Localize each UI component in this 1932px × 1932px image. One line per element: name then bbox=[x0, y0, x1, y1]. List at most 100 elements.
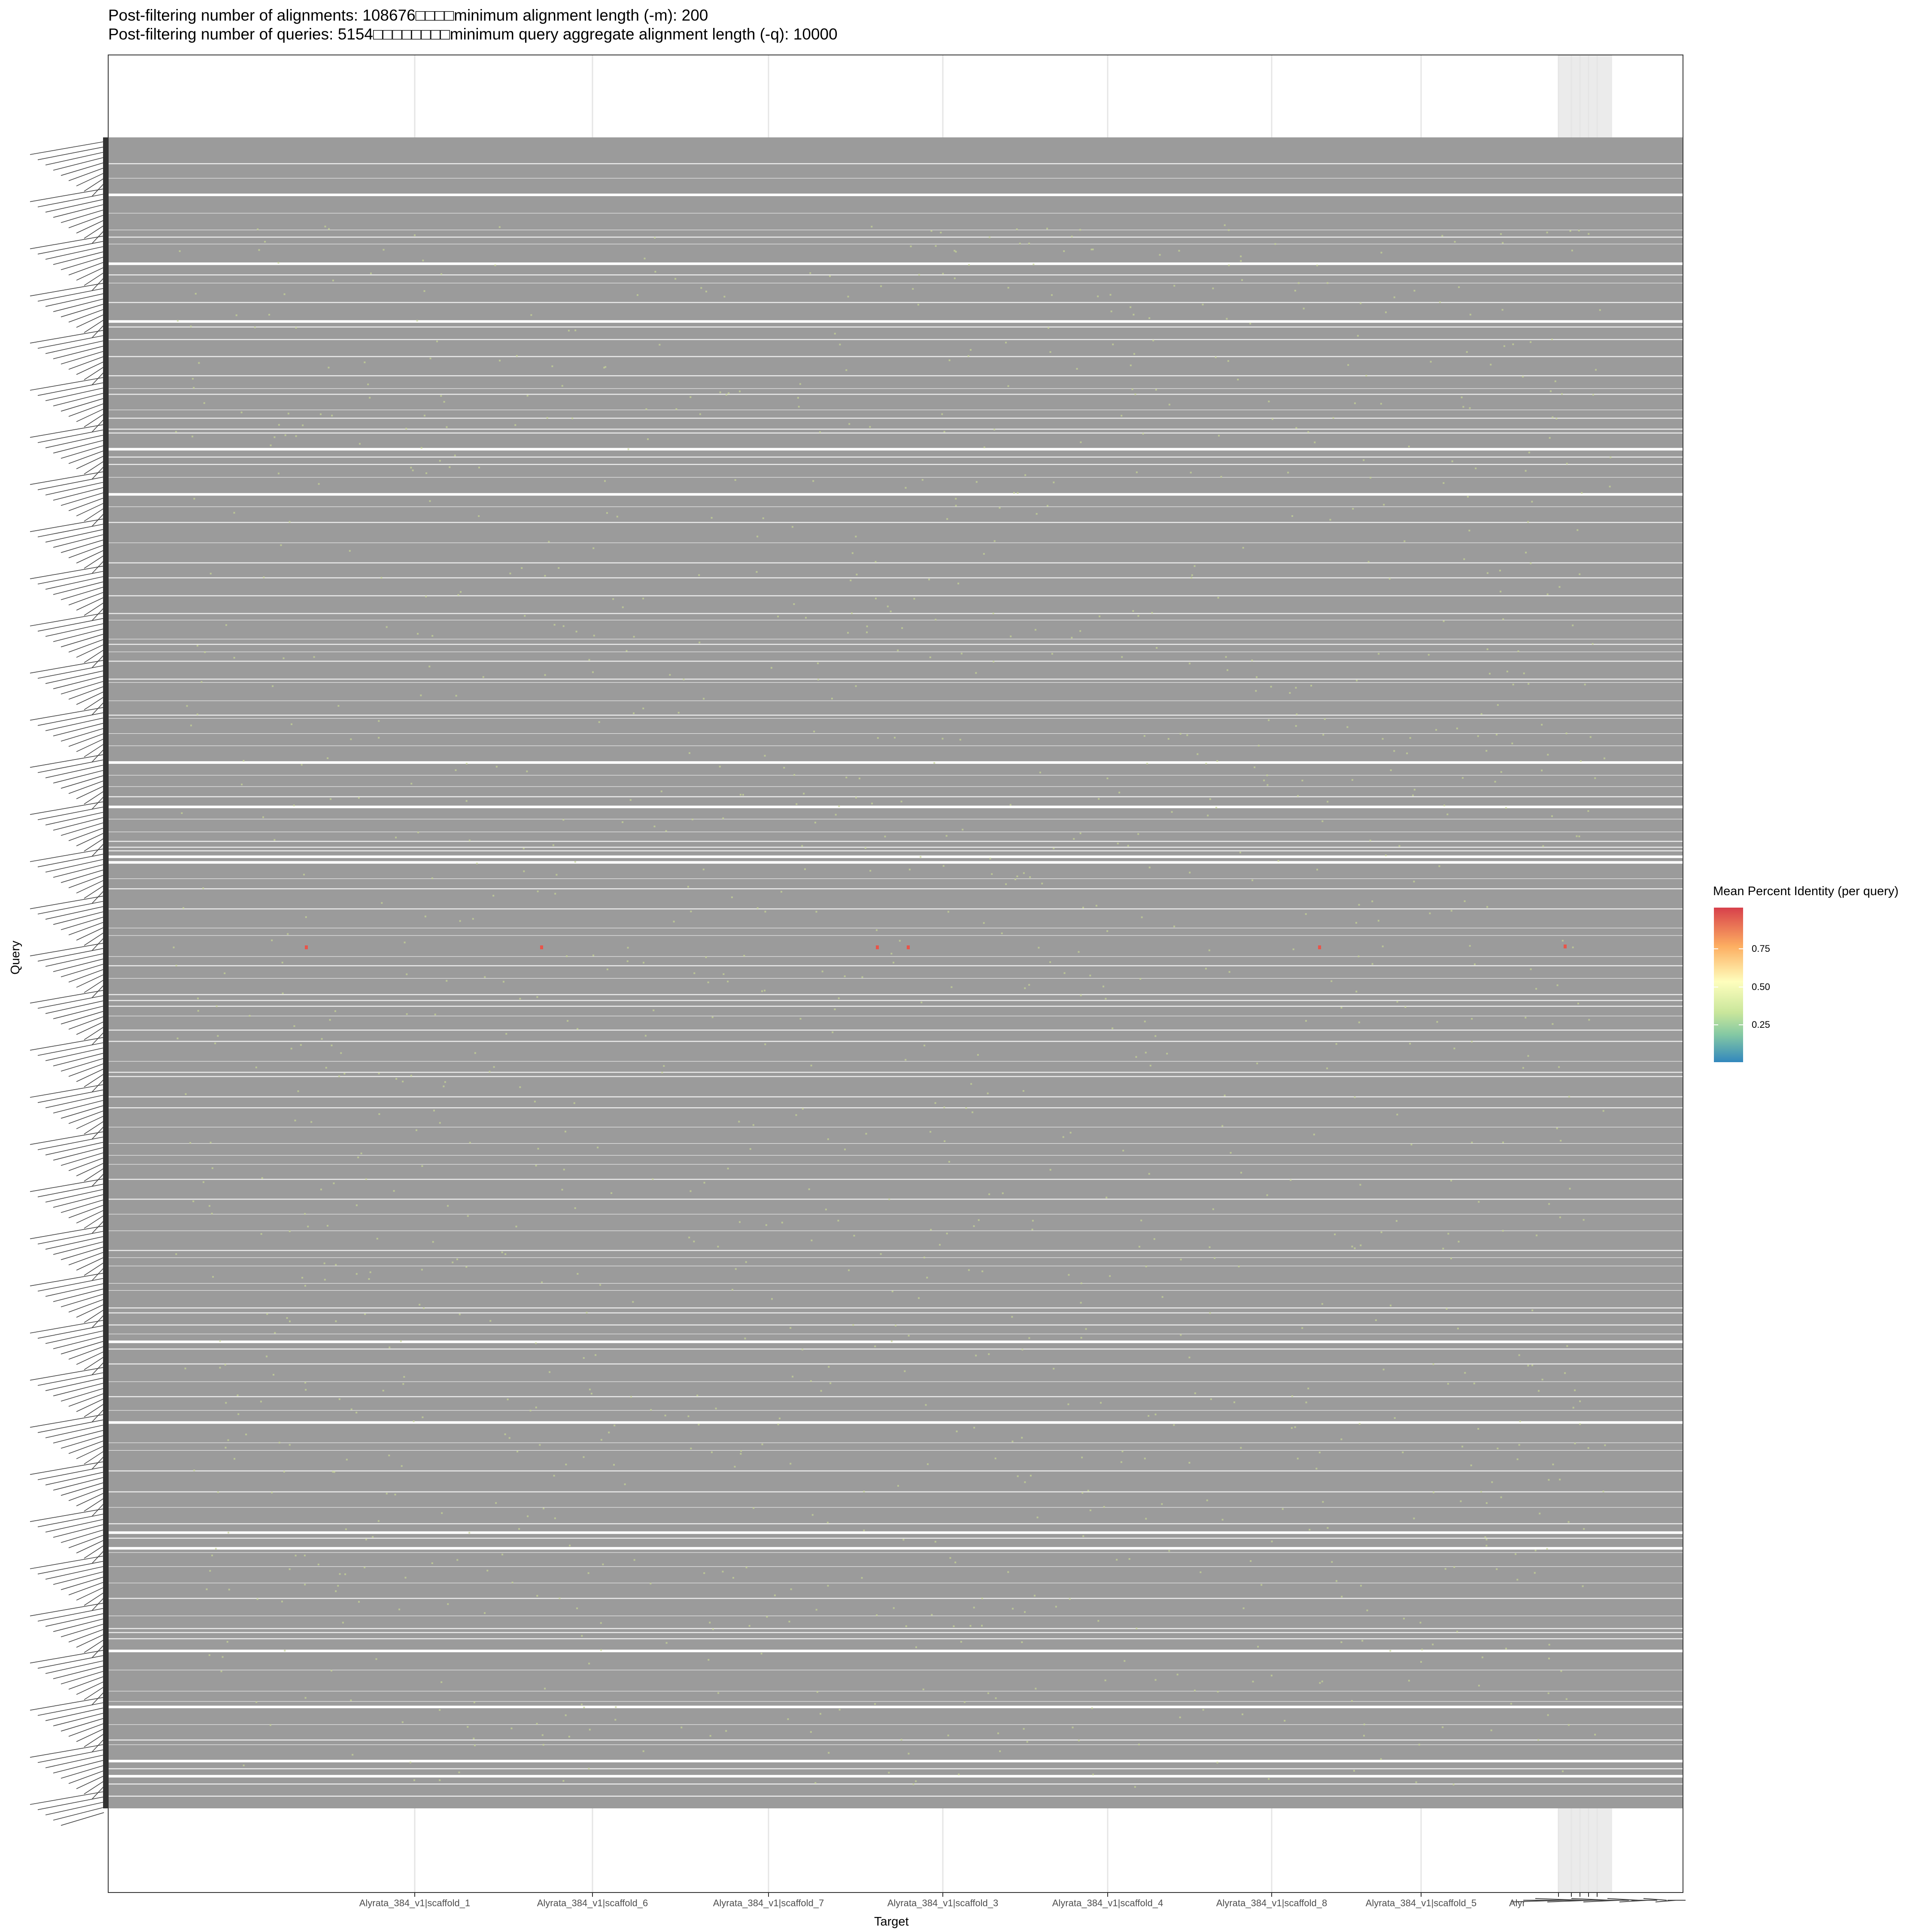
y-tick-label bbox=[61, 1011, 104, 1024]
alignment-point bbox=[544, 1688, 546, 1689]
query-separator bbox=[108, 1547, 1683, 1550]
alignment-point bbox=[660, 790, 662, 793]
query-separator bbox=[108, 1041, 1683, 1042]
alignment-point bbox=[1382, 1368, 1385, 1370]
alignment-point bbox=[1202, 304, 1204, 306]
alignment-point bbox=[1089, 1509, 1091, 1511]
alignment-point bbox=[1363, 1735, 1365, 1737]
alignment-point bbox=[1469, 313, 1471, 316]
alignment-point bbox=[307, 1225, 309, 1227]
alignment-point bbox=[1334, 1233, 1336, 1236]
alignment-point bbox=[1610, 456, 1612, 459]
y-tick-label bbox=[45, 1330, 104, 1344]
alignment-point bbox=[389, 1346, 391, 1349]
query-separator bbox=[108, 320, 1683, 323]
alignment-point bbox=[1209, 798, 1211, 800]
alignment-point bbox=[224, 972, 226, 974]
alignment-point bbox=[196, 713, 198, 715]
alignment-point bbox=[1217, 1691, 1219, 1693]
alignment-point bbox=[1578, 230, 1580, 231]
alignment-point bbox=[273, 1374, 275, 1376]
alignment-point bbox=[1428, 654, 1430, 656]
y-tick-label bbox=[37, 618, 104, 632]
y-tick-label bbox=[68, 309, 104, 323]
y-tick-label bbox=[61, 1341, 104, 1355]
alignment-point bbox=[573, 1102, 575, 1104]
alignment-point bbox=[192, 1200, 194, 1203]
alignment-point bbox=[504, 1253, 507, 1255]
alignment-point bbox=[1242, 547, 1244, 549]
alignment-point bbox=[406, 1013, 408, 1015]
alignment-point bbox=[931, 1614, 933, 1616]
alignment-point bbox=[825, 1209, 827, 1211]
y-tick-label bbox=[68, 450, 104, 464]
alignment-point bbox=[1166, 1053, 1168, 1055]
alignment-point bbox=[612, 598, 614, 600]
alignment-point bbox=[289, 1230, 291, 1232]
alignment-point bbox=[764, 990, 766, 992]
query-separator bbox=[108, 562, 1683, 564]
y-tick-label bbox=[53, 1713, 104, 1726]
alignment-point bbox=[1071, 637, 1073, 639]
alignment-point bbox=[243, 760, 245, 762]
alignment-point bbox=[1035, 1688, 1037, 1690]
alignment-point bbox=[1363, 1723, 1365, 1725]
query-separator bbox=[108, 1072, 1683, 1073]
alignment-point bbox=[337, 1585, 339, 1587]
query-separator bbox=[108, 1531, 1683, 1534]
query-separator bbox=[108, 796, 1683, 798]
alignment-point bbox=[902, 1539, 905, 1541]
alignment-point bbox=[669, 674, 671, 676]
alignment-point bbox=[1023, 1728, 1025, 1730]
alignment-point bbox=[324, 1279, 326, 1281]
y-tick-label bbox=[37, 712, 104, 726]
alignment-point bbox=[569, 1544, 571, 1546]
alignment-point bbox=[1360, 1585, 1362, 1587]
y-tick-label bbox=[30, 1461, 104, 1475]
alignment-point bbox=[530, 314, 532, 316]
y-tick-label bbox=[53, 723, 104, 736]
alignment-point bbox=[606, 968, 608, 970]
y-tick-label bbox=[45, 1189, 104, 1203]
alignment-point bbox=[1595, 369, 1597, 371]
alignment-point bbox=[942, 738, 944, 740]
alignment-point bbox=[908, 1335, 910, 1337]
alignment-point bbox=[834, 1008, 836, 1010]
query-separator bbox=[108, 1491, 1683, 1493]
alignment-point bbox=[600, 1622, 602, 1624]
alignment-point bbox=[711, 517, 713, 519]
y-tick-label bbox=[68, 1393, 104, 1407]
alignment-point bbox=[1473, 1382, 1475, 1385]
alignment-point bbox=[674, 278, 677, 280]
alignment-point bbox=[588, 1662, 590, 1665]
alignment-point bbox=[331, 1670, 332, 1672]
alignment-point bbox=[940, 231, 942, 234]
alignment-point bbox=[593, 635, 595, 637]
alignment-point bbox=[393, 1190, 395, 1192]
y-tick-label bbox=[61, 916, 104, 930]
alignment-point bbox=[965, 1107, 967, 1109]
alignment-point bbox=[642, 1750, 644, 1752]
alignment-point bbox=[1029, 876, 1031, 878]
y-tick-label bbox=[76, 1775, 104, 1789]
alignment-point bbox=[606, 512, 608, 514]
y-tick-label bbox=[76, 220, 104, 234]
alignment-point bbox=[1005, 883, 1007, 885]
alignment-point bbox=[910, 245, 912, 247]
alignment-point bbox=[1227, 229, 1230, 231]
alignment-point bbox=[1336, 1580, 1337, 1582]
alignment-point bbox=[756, 535, 759, 538]
alignment-point bbox=[709, 1622, 711, 1624]
y-tick-label bbox=[37, 1749, 104, 1763]
y-tick-label bbox=[76, 361, 104, 375]
y-tick-label bbox=[53, 864, 104, 878]
alignment-point bbox=[410, 467, 412, 469]
alignment-point bbox=[439, 1709, 441, 1711]
alignment-point bbox=[304, 1583, 306, 1586]
alignment-point bbox=[543, 1507, 545, 1510]
alignment-point bbox=[622, 821, 624, 823]
alignment-point bbox=[431, 1562, 433, 1564]
alignment-point bbox=[1518, 1444, 1520, 1446]
alignment-point bbox=[436, 340, 438, 343]
alignment-point bbox=[943, 1106, 945, 1109]
